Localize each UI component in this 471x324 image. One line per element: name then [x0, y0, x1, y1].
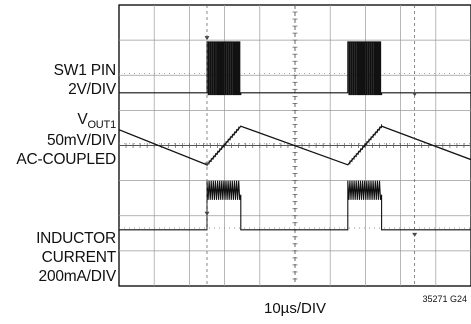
inductor-label-line1: INDUCTOR — [36, 230, 116, 247]
inductor-label-line2: CURRENT — [41, 249, 117, 266]
sw1-scale-label: 2V/DIV — [68, 81, 116, 98]
traces — [118, 5, 471, 286]
vout1-coupling-label: AC-COUPLED — [16, 151, 116, 168]
cursor-marker — [204, 162, 210, 167]
cursor-marker — [204, 36, 210, 41]
figure-id: 35271 G24 — [422, 294, 467, 304]
vout1-scale-label: 50mV/DIV — [46, 132, 116, 149]
cursor-marker — [412, 92, 418, 97]
timebase-label: 10µs/DIV — [264, 300, 326, 317]
trace-inductor-current — [119, 180, 471, 231]
inductor-scale-label: 200mA/DIV — [38, 268, 117, 285]
cursor-marker — [204, 211, 210, 216]
vout1-label-subscript: OUT1 — [87, 119, 116, 131]
trace-vout1 — [118, 125, 471, 166]
vout1-label: VOUT1 — [77, 111, 116, 131]
trace-sw1-pin — [119, 41, 471, 96]
sw1-label: SW1 PIN — [53, 62, 117, 79]
